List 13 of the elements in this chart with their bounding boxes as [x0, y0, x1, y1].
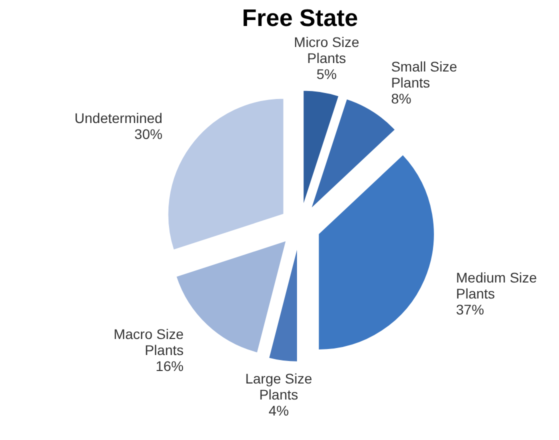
slice-label: Macro Size Plants	[114, 326, 184, 358]
slice-label: Micro Size Plants	[294, 34, 360, 66]
data-label: 4%	[268, 402, 289, 419]
slice-label: Medium Size Plants	[456, 270, 538, 302]
chart-title: Free State	[242, 5, 358, 32]
data-label: 8%	[391, 90, 412, 106]
slice-label: Small Size Plants	[391, 58, 458, 90]
data-label: 30%	[134, 126, 162, 142]
slice-label: Large Size Plants	[245, 370, 312, 403]
data-label: 5%	[316, 66, 337, 82]
data-label: 16%	[156, 358, 184, 374]
data-label: 37%	[456, 302, 484, 318]
slice-label: Undetermined	[74, 110, 162, 126]
